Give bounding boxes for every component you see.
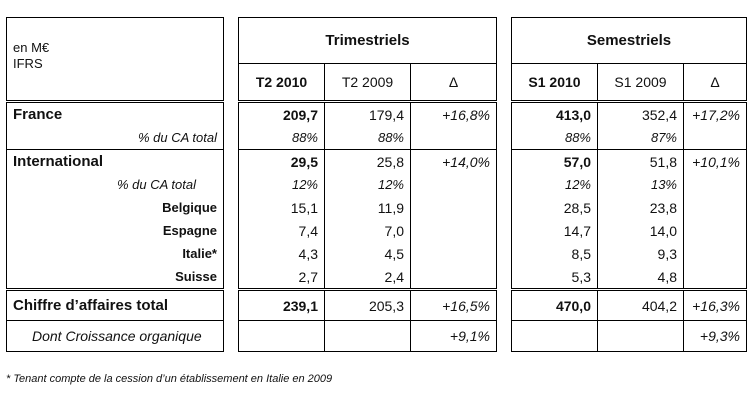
cell-france-s1-2010: 413,0 [511,101,598,126]
table-row: Belgique 15,1 11,9 28,5 23,8 [6,196,747,219]
unit-line-1: en M€ [13,40,50,55]
cell-country-t2-2010: 15,1 [238,196,325,219]
cell-intl-s1-2009: 51,8 [597,149,684,173]
cell-country-s1-2010: 14,7 [511,219,598,242]
cell-total-s1-2009: 404,2 [597,289,684,321]
cell-country-s1-2009: 23,8 [597,196,684,219]
cell-france-s1-2009: 352,4 [597,101,684,126]
revenue-table: en M€ IFRS Trimestriels Semestriels T2 20… [6,17,747,352]
cell-country-s1-2010: 5,3 [511,265,598,291]
cell-intl-t2-2009: 25,8 [324,149,411,173]
cell-intl-s1-2010: 57,0 [511,149,598,173]
col-header-s1-2010: S1 2010 [511,63,598,103]
cell-country-s1-2010: 28,5 [511,196,598,219]
row-label-country: Espagne [6,219,224,242]
table-row: % du CA total 12% 12% 12% 13% [6,173,747,196]
cell-france-delta-s: +17,2% [683,101,747,126]
cell-organic-delta-q: +9,1% [410,320,497,352]
cell-country-s1-2010: 8,5 [511,242,598,265]
cell-intl-share-s1-2010: 12% [511,173,598,196]
row-label-organic: Dont Croissance organique [6,320,224,352]
cell-france-share-s1-2010: 88% [511,126,598,150]
table-row: % du CA total 88% 88% 88% 87% [6,126,747,150]
cell-country-t2-2010: 7,4 [238,219,325,242]
cell-country-t2-2009: 11,9 [324,196,411,219]
table-row: Dont Croissance organique +9,1% +9,3% [6,320,747,352]
cell-intl-delta-s: +10,1% [683,149,747,173]
cell-france-t2-2009: 179,4 [324,101,411,126]
footnote: * Tenant compte de la cession d’un établ… [6,373,333,385]
cell-france-share-t2-2010: 88% [238,126,325,150]
cell-country-s1-2009: 14,0 [597,219,684,242]
cell-total-t2-2010: 239,1 [238,289,325,321]
row-label-intl-share: % du CA total [6,173,224,196]
cell-country-t2-2009: 4,5 [324,242,411,265]
table-row: Espagne 7,4 7,0 14,7 14,0 [6,219,747,242]
table-row: International 29,5 25,8 +14,0% 57,0 51,8… [6,149,747,173]
cell-france-delta-q: +16,8% [410,101,497,126]
unit-label: en M€ IFRS [6,17,224,103]
row-label-country: Suisse [6,265,224,291]
row-label-country: Italie* [6,242,224,265]
cell-france-share-t2-2009: 88% [324,126,411,150]
cell-france-t2-2010: 209,7 [238,101,325,126]
cell-organic-delta-s: +9,3% [683,320,747,352]
row-label-france: France [6,101,224,126]
unit-line-2: IFRS [13,56,43,71]
cell-intl-share-s1-2009: 13% [597,173,684,196]
row-label-international: International [6,149,224,173]
col-header-delta-quarterly: Δ [410,63,497,103]
group-header-semester: Semestriels [511,17,747,64]
cell-country-s1-2009: 9,3 [597,242,684,265]
table-row: Chiffre d’affaires total 239,1 205,3 +16… [6,289,747,321]
cell-total-delta-q: +16,5% [410,289,497,321]
cell-total-delta-s: +16,3% [683,289,747,321]
cell-total-t2-2009: 205,3 [324,289,411,321]
table-row: Italie* 4,3 4,5 8,5 9,3 [6,242,747,265]
col-header-s1-2009: S1 2009 [597,63,684,103]
col-header-t2-2009: T2 2009 [324,63,411,103]
row-label-total: Chiffre d’affaires total [6,289,224,321]
group-header-quarterly: Trimestriels [238,17,497,64]
cell-intl-t2-2010: 29,5 [238,149,325,173]
cell-intl-share-t2-2010: 12% [238,173,325,196]
cell-country-t2-2010: 2,7 [238,265,325,291]
cell-intl-share-t2-2009: 12% [324,173,411,196]
cell-france-share-s1-2009: 87% [597,126,684,150]
cell-total-s1-2010: 470,0 [511,289,598,321]
row-label-france-share: % du CA total [6,126,224,150]
cell-country-t2-2009: 7,0 [324,219,411,242]
col-header-delta-semester: Δ [683,63,747,103]
cell-intl-delta-q: +14,0% [410,149,497,173]
col-header-t2-2010: T2 2010 [238,63,325,103]
cell-country-t2-2009: 2,4 [324,265,411,291]
cell-country-t2-2010: 4,3 [238,242,325,265]
table-row: France 209,7 179,4 +16,8% 413,0 352,4 +1… [6,101,747,126]
row-label-country: Belgique [6,196,224,219]
cell-country-s1-2009: 4,8 [597,265,684,291]
table-row: Suisse 2,7 2,4 5,3 4,8 [6,265,747,291]
